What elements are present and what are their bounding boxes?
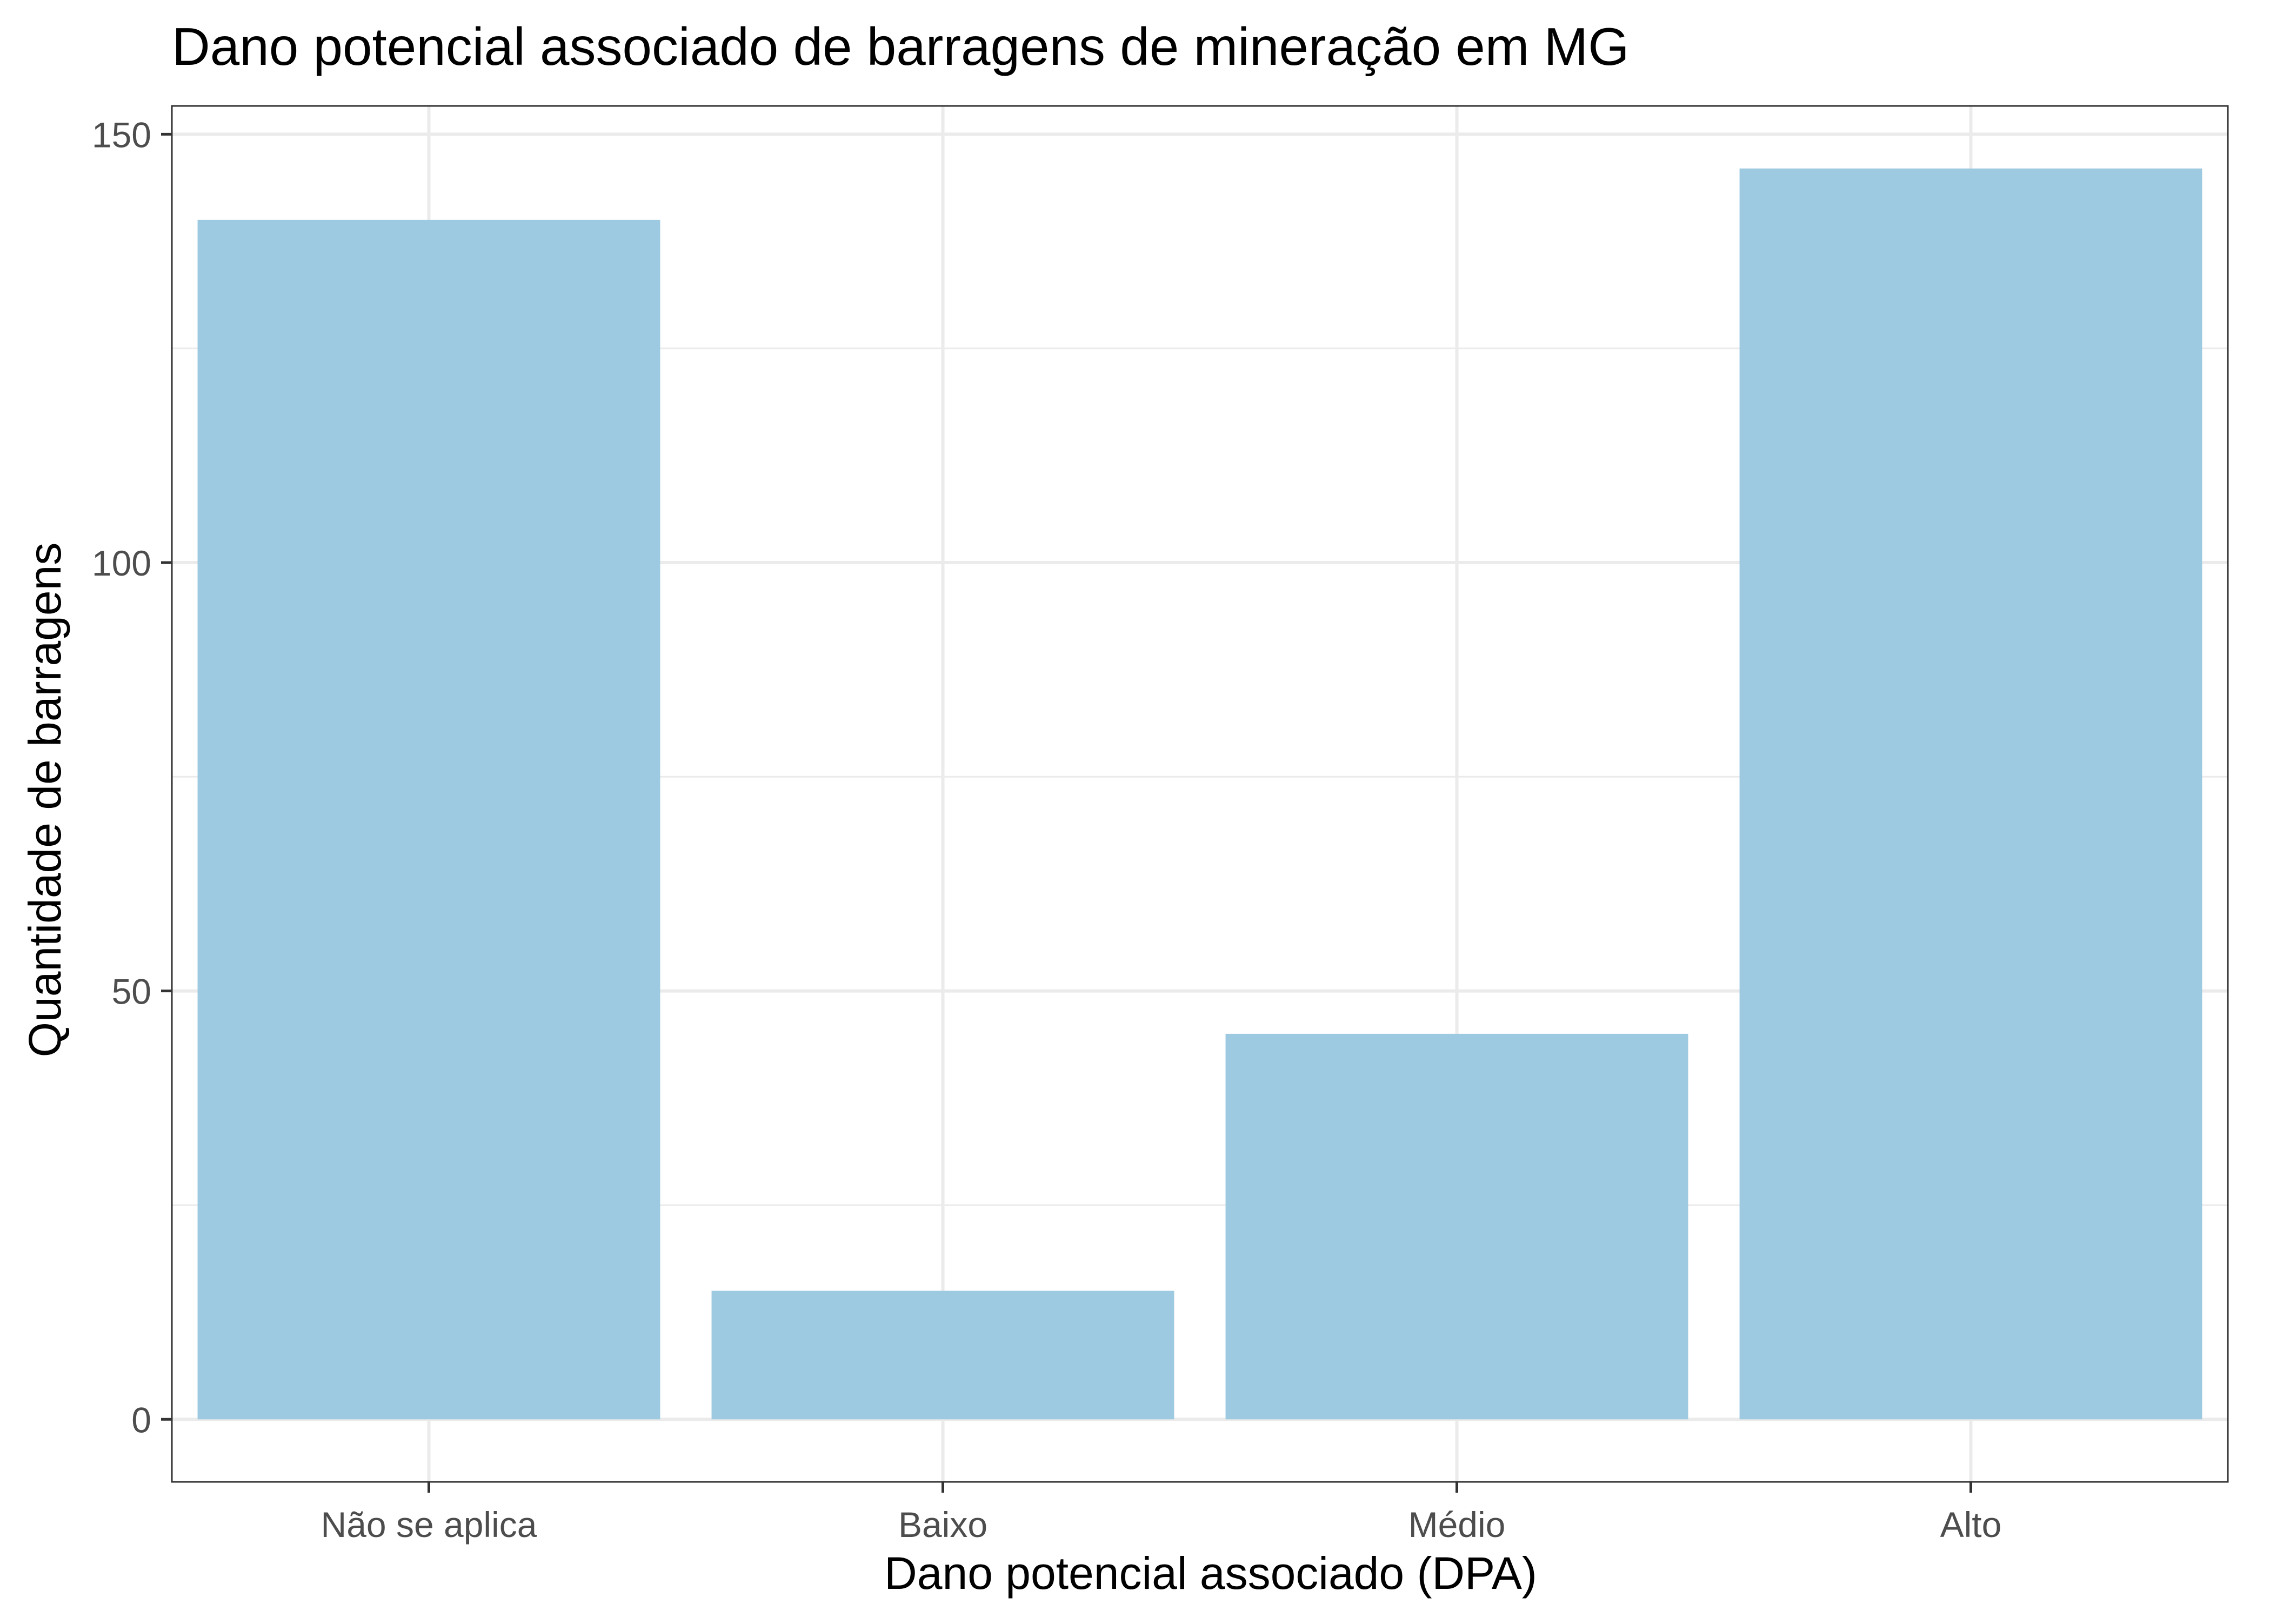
bar-0: [197, 219, 660, 1420]
y-tick-label: 0: [131, 1400, 151, 1440]
bars-layer: [197, 168, 2202, 1420]
bar-2: [1225, 1033, 1688, 1420]
bar-3: [1739, 168, 2202, 1420]
x-axis-label: Dano potencial associado (DPA): [884, 1548, 1537, 1599]
x-tick-label: Alto: [1940, 1505, 2002, 1545]
y-tick-label: 50: [112, 972, 151, 1012]
x-tick-label: Médio: [1408, 1505, 1506, 1545]
chart-title: Dano potencial associado de barragens de…: [172, 17, 1630, 76]
axes-layer: 0 50 100 150 Não se aplica Baixo Médio Alto: [92, 115, 2001, 1545]
y-axis-label: Quantidade de barragens: [19, 543, 70, 1058]
x-tick-label: Não se aplica: [321, 1505, 537, 1545]
panel-border: [171, 105, 2229, 1483]
y-tick-label: 100: [92, 543, 151, 583]
bar-1: [711, 1291, 1174, 1420]
y-tick-label: 150: [92, 115, 151, 155]
x-tick-label: Baixo: [898, 1505, 987, 1545]
